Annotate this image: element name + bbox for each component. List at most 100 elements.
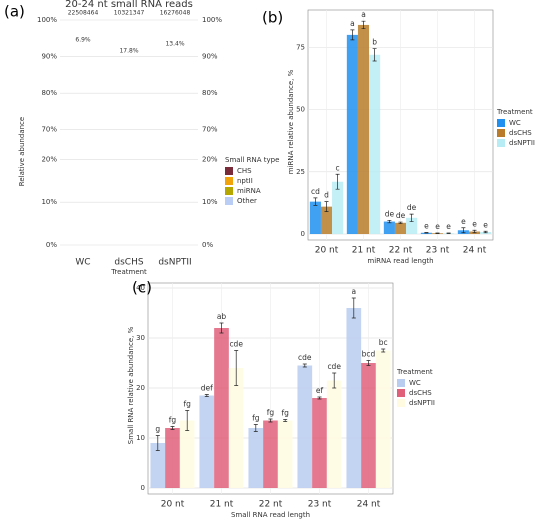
error-bar: [302, 363, 307, 368]
significance-letter: de: [385, 209, 395, 218]
error-bar: [335, 173, 340, 190]
legend-swatch: [225, 177, 233, 185]
significance-letter: fg: [281, 409, 289, 418]
bar: [320, 206, 333, 234]
error-bar: [361, 20, 366, 30]
significance-letter: e: [461, 217, 466, 226]
legend-swatch: [497, 139, 505, 147]
legend-swatch: [225, 167, 233, 175]
y-tick-label: 25: [296, 168, 305, 176]
significance-letter: bcd: [362, 350, 376, 359]
significance-letter: fg: [183, 400, 191, 409]
x-axis-label: miRNA read length: [367, 257, 433, 265]
bar-segment: [62, 22, 103, 35]
significance-letter: cde: [229, 340, 243, 349]
y-tick-label-right: 100%: [202, 16, 222, 24]
bar-label: 13.4%: [165, 40, 184, 47]
legend-title: Small RNA type: [225, 156, 279, 164]
bar-segment: [108, 79, 149, 86]
legend-swatch: [225, 187, 233, 195]
x-tick-label: 21 nt: [210, 500, 234, 510]
error-bar: [332, 372, 337, 389]
error-bar: [366, 360, 371, 366]
error-bar: [398, 221, 403, 224]
significance-letter: de: [396, 211, 406, 220]
significance-letter: de: [407, 203, 417, 212]
error-bar: [381, 348, 386, 353]
legend-swatch: [497, 119, 505, 127]
bar-segment: [62, 46, 103, 386]
significance-letter: fg: [267, 408, 275, 417]
legend-title: Treatment: [396, 368, 433, 376]
x-tick-label: 20 nt: [315, 246, 339, 256]
error-bar: [409, 213, 414, 222]
y-tick-label-right: 90%: [202, 53, 218, 61]
error-bar: [461, 227, 466, 234]
error-bar: [350, 29, 355, 41]
significance-letter: a: [351, 287, 356, 296]
y-tick-label: 40: [136, 284, 145, 292]
x-tick-label: 20 nt: [161, 500, 185, 510]
error-bar: [483, 230, 488, 234]
y-axis-label: Small RNA relative abundance, %: [127, 326, 135, 444]
bar: [357, 24, 370, 234]
legend-swatch: [497, 129, 505, 137]
total-label: 16276048: [160, 10, 191, 17]
x-tick-label: dsCHS: [114, 258, 143, 268]
significance-letter: fg: [169, 416, 177, 425]
total-label: 10321347: [114, 10, 145, 17]
bar: [297, 365, 313, 488]
significance-letter: c: [336, 163, 340, 172]
legend-label: miRNA: [237, 187, 261, 195]
x-tick-label: 22 nt: [259, 500, 283, 510]
significance-letter: ab: [217, 312, 227, 321]
y-tick-label: 20%: [41, 155, 57, 163]
bar: [361, 363, 376, 488]
x-tick-label: 23 nt: [308, 500, 332, 510]
bar: [383, 221, 395, 234]
error-bar: [351, 297, 356, 319]
error-bar: [219, 322, 224, 334]
significance-letter: e: [483, 220, 488, 229]
bar: [150, 443, 166, 488]
significance-letter: cde: [327, 362, 341, 371]
significance-letter: e: [424, 222, 429, 231]
bar-label: 6.9%: [75, 37, 91, 44]
y-tick-label-right: 80%: [202, 89, 218, 97]
y-tick-label: 0: [141, 484, 145, 492]
error-bar: [313, 197, 318, 206]
significance-letter: fg: [252, 414, 260, 423]
y-tick-label: 80%: [41, 89, 57, 97]
error-bar: [253, 424, 258, 432]
x-tick-label: dsNPTII: [158, 258, 191, 268]
legend-title: Treatment: [496, 108, 533, 116]
error-bar: [268, 418, 273, 423]
error-bar: [387, 219, 392, 224]
error-bar: [283, 419, 288, 422]
bar-segment: [108, 0, 149, 245]
bar: [326, 380, 342, 488]
error-bar: [170, 426, 175, 430]
y-tick-label: 70%: [41, 126, 57, 134]
legend-swatch: [397, 399, 405, 407]
y-tick-label: 10: [136, 434, 145, 442]
bar: [346, 34, 358, 235]
error-bar: [324, 201, 329, 212]
error-bar: [185, 410, 190, 431]
y-axis-label: miRNA relative abundance, %: [287, 69, 295, 174]
legend-label: dsCHS: [509, 129, 532, 137]
legend-label: WC: [509, 119, 521, 127]
bar: [263, 420, 278, 488]
bar-segment: [154, 66, 195, 71]
bar: [346, 308, 362, 488]
significance-letter: bc: [379, 338, 388, 347]
bar: [214, 328, 229, 488]
bar: [309, 201, 321, 234]
significance-letter: def: [201, 384, 213, 393]
error-bar: [234, 350, 239, 386]
significance-letter: cd: [311, 187, 320, 196]
x-tick-label: WC: [75, 258, 90, 268]
significance-letter: e: [472, 219, 477, 228]
bar: [369, 54, 381, 234]
y-tick-label: 75: [296, 43, 305, 51]
